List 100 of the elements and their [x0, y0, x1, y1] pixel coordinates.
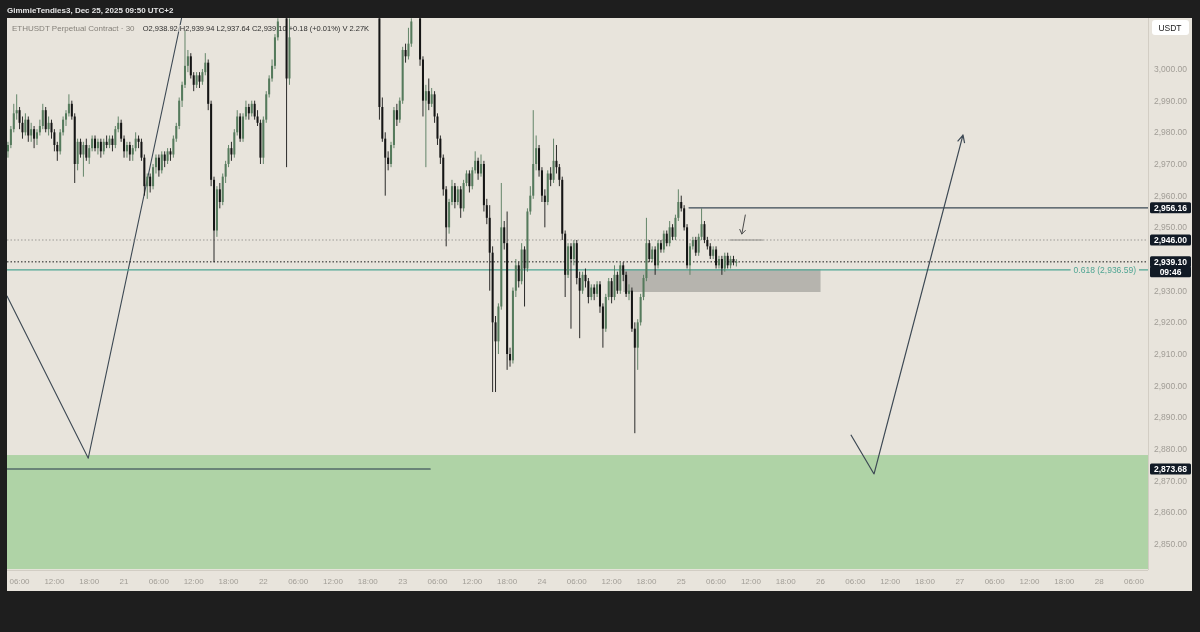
ref-line-label: 2,939.10: [1153, 256, 1188, 267]
y-tick-label: 2,960.00: [1153, 190, 1188, 201]
y-tick-label: 2,870.00: [1153, 475, 1188, 486]
candlestick: [239, 112, 242, 143]
candlestick: [169, 147, 172, 162]
candlestick: [427, 78, 430, 111]
candlestick: [404, 43, 407, 64]
x-tick-label: 06:00: [706, 577, 727, 586]
candlestick: [616, 271, 619, 295]
candlestick: [581, 271, 584, 295]
x-tick-label: 12:00: [740, 577, 762, 586]
y-tick-label: 2,900.00: [1153, 380, 1188, 391]
x-tick-label: 12:00: [1019, 577, 1041, 586]
x-tick-label: 18:00: [915, 577, 936, 586]
candlestick: [610, 277, 613, 304]
annotation: 2,873.68: [1153, 464, 1188, 475]
candlestick: [157, 154, 160, 178]
y-tick-label: 2,910.00: [1153, 349, 1188, 360]
x-tick-label: 12:00: [601, 577, 623, 586]
candlestick: [128, 141, 131, 162]
candlestick: [160, 150, 163, 174]
candlestick: [430, 87, 433, 108]
data-label: 2,956.16: [1153, 202, 1188, 213]
x-tick-label: 12:00: [462, 577, 483, 586]
x-tick-label: 18:00: [636, 577, 657, 586]
candlestick: [459, 185, 462, 219]
x-tick-label: 12:00: [880, 577, 901, 586]
candlestick: [230, 141, 233, 162]
candlestick: [85, 138, 88, 162]
x-tick-label: 18:00: [497, 577, 518, 586]
x-tick-label: 18:00: [79, 577, 100, 586]
y-tick-label: 2,950.00: [1153, 222, 1188, 233]
candlestick: [694, 236, 697, 257]
x-tick-label: 06:00: [984, 577, 1006, 586]
y-axis-title: USDT: [1158, 22, 1182, 33]
x-tick-label: 23: [398, 577, 408, 586]
y-tick-label: 2,970.00: [1153, 159, 1188, 169]
y-tick-label: 2,930.00: [1153, 285, 1188, 296]
y-tick-label: 2,890.00: [1153, 412, 1188, 423]
candlestick: [717, 255, 720, 269]
y-tick-label: 3,000.00: [1153, 63, 1188, 74]
x-tick-label: 25: [676, 577, 687, 586]
candlestick: [552, 138, 555, 184]
x-tick-label: 27: [955, 577, 965, 586]
candlestick: [395, 103, 398, 127]
y-tick-label: 2,850.00: [1153, 539, 1188, 550]
text: 09:46: [1159, 266, 1182, 277]
y-tick-label: 2,860.00: [1153, 507, 1188, 518]
candlestick: [134, 131, 137, 152]
y-tick-label: 2,980.00: [1153, 127, 1188, 138]
x-tick-label: 06:00: [288, 577, 309, 586]
text: ETHUSDT Perpetual Contract · 30: [12, 24, 136, 33]
candlestick: [659, 239, 662, 254]
candlestick: [456, 185, 459, 206]
y-tick-label: 2,990.00: [1153, 95, 1188, 106]
candlestick: [33, 125, 36, 149]
candlestick: [720, 255, 723, 276]
candlestick: [424, 84, 427, 168]
candlestick: [114, 125, 117, 149]
x-tick-label: 18:00: [775, 577, 797, 586]
candlestick: [82, 141, 85, 178]
x-tick-label: 12:00: [322, 577, 344, 586]
x-tick-label: 12:00: [44, 577, 65, 586]
x-tick-label: 24: [537, 577, 547, 586]
candlestick: [218, 182, 221, 209]
candlestick: [79, 138, 82, 159]
candlestick: [27, 116, 30, 143]
candlestick: [94, 135, 97, 152]
x-tick-label: 06:00: [1123, 577, 1145, 586]
candlestick: [572, 239, 575, 266]
x-tick-label: 26: [816, 577, 826, 586]
candlestick: [96, 138, 99, 155]
x-tick-label: 18:00: [1054, 577, 1075, 586]
candlestick: [628, 283, 631, 301]
x-tick-label: 22: [258, 577, 269, 586]
chart-subtitle: GimmieTendies3, Dec 25, 2025 09:50 UTC+2: [7, 5, 174, 15]
candlestick: [703, 220, 706, 244]
candlestick: [662, 230, 665, 254]
x-tick-label: 06:00: [845, 577, 866, 586]
candlestick: [30, 122, 33, 143]
candlestick: [99, 138, 102, 159]
x-tick-label: 18:00: [218, 577, 240, 586]
candlestick: [125, 141, 128, 159]
candlestick: [613, 264, 616, 301]
ref-line-label: 0.618 (2,936.59): [1073, 264, 1137, 275]
x-tick-label: 06:00: [9, 577, 31, 586]
candlestick: [44, 106, 47, 133]
candlestick: [723, 252, 726, 273]
ref-line-label: 2,946.00: [1153, 235, 1188, 245]
x-tick-label: 18:00: [357, 577, 379, 586]
x-tick-label: 28: [1094, 577, 1105, 586]
candlestick: [149, 173, 152, 193]
y-tick-label: 2,880.00: [1153, 444, 1188, 455]
candlestick: [549, 166, 552, 187]
x-tick-label: 21: [119, 577, 130, 586]
x-tick-label: 06:00: [427, 577, 449, 586]
candlestick: [47, 116, 50, 136]
y-tick-label: 2,920.00: [1153, 317, 1188, 328]
candlestick: [523, 245, 526, 307]
candlestick: [24, 112, 27, 136]
